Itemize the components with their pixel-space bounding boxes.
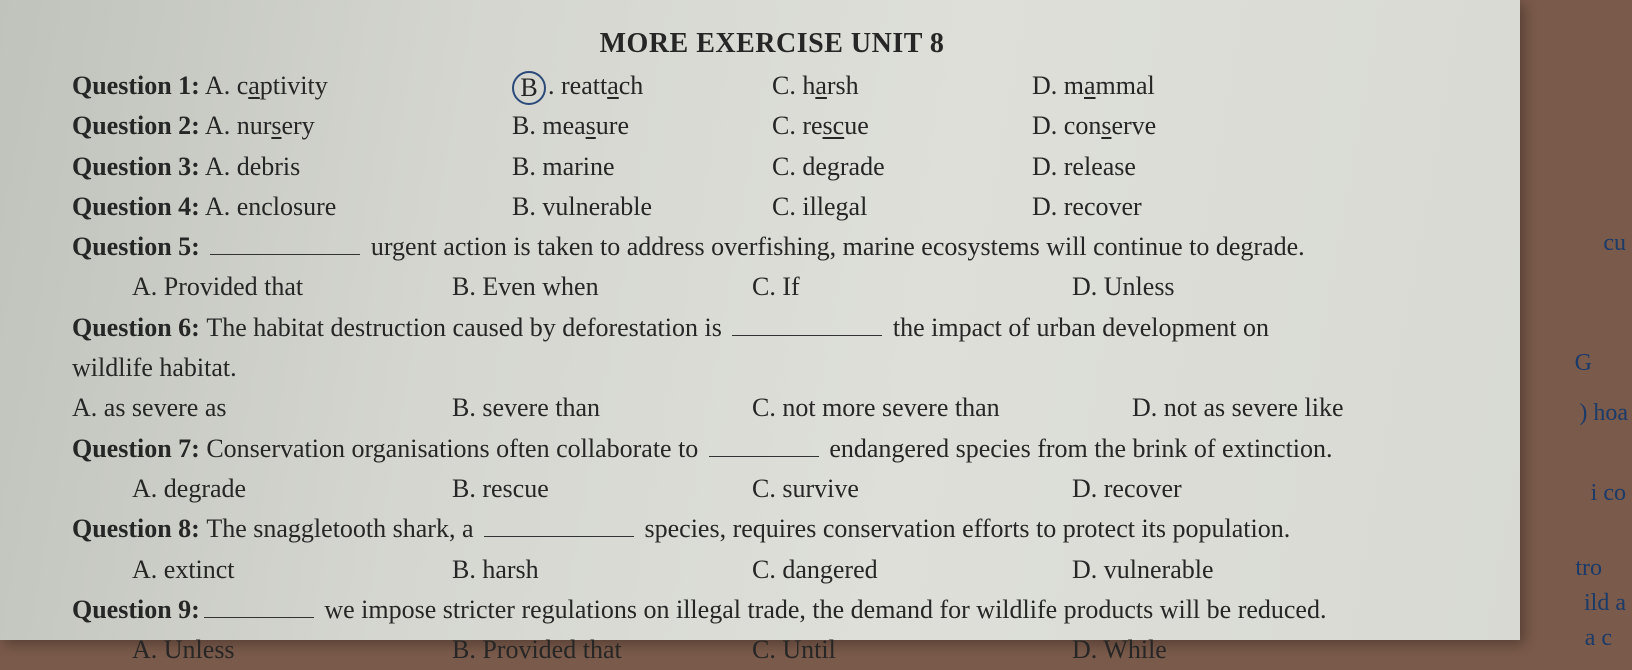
q8-stem-before: The snaggletooth shark, a: [206, 509, 473, 549]
blank-line: [210, 232, 360, 255]
question-3-row: Question 3: A. debris B. marine C. degra…: [72, 147, 1472, 187]
q4-option-c: C. illegal: [772, 187, 1032, 227]
q9-label: Question 9:: [72, 590, 200, 630]
q8-label: Question 8:: [72, 509, 200, 549]
question-9-options: A. Unless B. Provided that C. Until D. W…: [72, 630, 1472, 670]
question-7-stem: Question 7: Conservation organisations o…: [72, 429, 1472, 469]
margin-note: tro: [1575, 555, 1602, 582]
q7-option-b: B. rescue: [452, 469, 752, 509]
question-8-stem: Question 8: The snaggletooth shark, a sp…: [72, 509, 1472, 549]
margin-note: a c: [1585, 625, 1612, 652]
question-9-stem: Question 9: we impose stricter regulatio…: [72, 590, 1472, 630]
q6-stem-after: the impact of urban development on: [893, 308, 1269, 348]
q2-label: Question 2:: [72, 111, 200, 140]
q1-option-b: B. reattach: [512, 66, 772, 106]
question-6-stem-line2: wildlife habitat.: [72, 348, 1472, 388]
q8-stem-after: species, requires conservation efforts t…: [645, 509, 1291, 549]
q6-label: Question 6:: [72, 308, 200, 348]
q2-option-d: D. conserve: [1032, 106, 1252, 146]
q4-option-d: D. recover: [1032, 187, 1252, 227]
q6-option-d: D. not as severe like: [1132, 388, 1472, 428]
blank-line: [732, 312, 882, 335]
q1-option-d: D. mammal: [1032, 66, 1252, 106]
q9-option-a: A. Unless: [72, 630, 452, 670]
q6-option-a: A. as severe as: [72, 388, 452, 428]
q2-option-b: B. measure: [512, 106, 772, 146]
question-2-row: Question 2: A. nursery B. measure C. res…: [72, 106, 1472, 146]
q4-option-a: Question 4: A. enclosure: [72, 187, 512, 227]
q3-option-d: D. release: [1032, 147, 1252, 187]
q7-option-d: D. recover: [1072, 469, 1472, 509]
margin-note: ) hoa: [1579, 400, 1628, 427]
q1-option-c: C. harsh: [772, 66, 1032, 106]
q5-option-a: A. Provided that: [72, 267, 452, 307]
q9-option-b: B. Provided that: [452, 630, 752, 670]
question-8-options: A. extinct B. harsh C. dangered D. vulne…: [72, 550, 1472, 590]
q5-option-c: C. If: [752, 267, 1072, 307]
margin-note: cu: [1603, 230, 1626, 257]
q8-option-c: C. dangered: [752, 550, 1072, 590]
q5-label: Question 5:: [72, 227, 200, 267]
question-1-row: Question 1: A. captivity B. reattach C. …: [72, 66, 1472, 106]
q7-stem-before: Conservation organisations often collabo…: [206, 429, 698, 469]
q2-option-c: C. rescue: [772, 106, 1032, 146]
question-7-options: A. degrade B. rescue C. survive D. recov…: [72, 469, 1472, 509]
q6-stem-line2: wildlife habitat.: [72, 348, 237, 388]
q9-option-c: C. Until: [752, 630, 1072, 670]
q8-option-a: A. extinct: [72, 550, 452, 590]
q7-stem-after: endangered species from the brink of ext…: [829, 429, 1332, 469]
q7-label: Question 7:: [72, 429, 200, 469]
blank-line: [484, 514, 634, 537]
circled-answer-icon: B: [512, 71, 546, 105]
blank-line: [204, 594, 314, 617]
q7-option-a: A. degrade: [72, 469, 452, 509]
q8-option-b: B. harsh: [452, 550, 752, 590]
q5-option-d: D. Unless: [1072, 267, 1472, 307]
question-6-options: A. as severe as B. severe than C. not mo…: [72, 388, 1472, 428]
q4-option-b: B. vulnerable: [512, 187, 772, 227]
q6-option-c: C. not more severe than: [752, 388, 1132, 428]
q3-option-b: B. marine: [512, 147, 772, 187]
margin-handwriting: cu G ) hoa i co tro ild a a c: [1520, 0, 1632, 668]
margin-note: ild a: [1584, 590, 1626, 617]
question-6-stem-line1: Question 6: The habitat destruction caus…: [72, 308, 1472, 348]
q5-stem-text: urgent action is taken to address overfi…: [371, 227, 1305, 267]
q2-option-a: Question 2: A. nursery: [72, 106, 512, 146]
q9-option-d: D. While: [1072, 630, 1472, 670]
q3-option-c: C. degrade: [772, 147, 1032, 187]
worksheet-paper: MORE EXERCISE UNIT 8 Question 1: A. capt…: [0, 0, 1520, 640]
q6-stem-before: The habitat destruction caused by defore…: [206, 308, 722, 348]
q5-option-b: B. Even when: [452, 267, 752, 307]
question-4-row: Question 4: A. enclosure B. vulnerable C…: [72, 187, 1472, 227]
question-5-options: A. Provided that B. Even when C. If D. U…: [72, 267, 1472, 307]
q6-option-b: B. severe than: [452, 388, 752, 428]
q1-label: Question 1:: [72, 71, 200, 100]
q7-option-c: C. survive: [752, 469, 1072, 509]
q3-label: Question 3:: [72, 152, 200, 181]
blank-line: [709, 433, 819, 456]
worksheet-title: MORE EXERCISE UNIT 8: [72, 28, 1472, 60]
q8-option-d: D. vulnerable: [1072, 550, 1472, 590]
q9-stem-after: we impose stricter regulations on illega…: [324, 590, 1326, 630]
question-5-stem: Question 5: urgent action is taken to ad…: [72, 227, 1472, 267]
q3-option-a: Question 3: A. debris: [72, 147, 512, 187]
q4-label: Question 4:: [72, 192, 200, 221]
margin-note: G: [1575, 350, 1592, 377]
margin-note: i co: [1591, 480, 1626, 507]
q1-option-a: Question 1: A. captivity: [72, 66, 512, 106]
